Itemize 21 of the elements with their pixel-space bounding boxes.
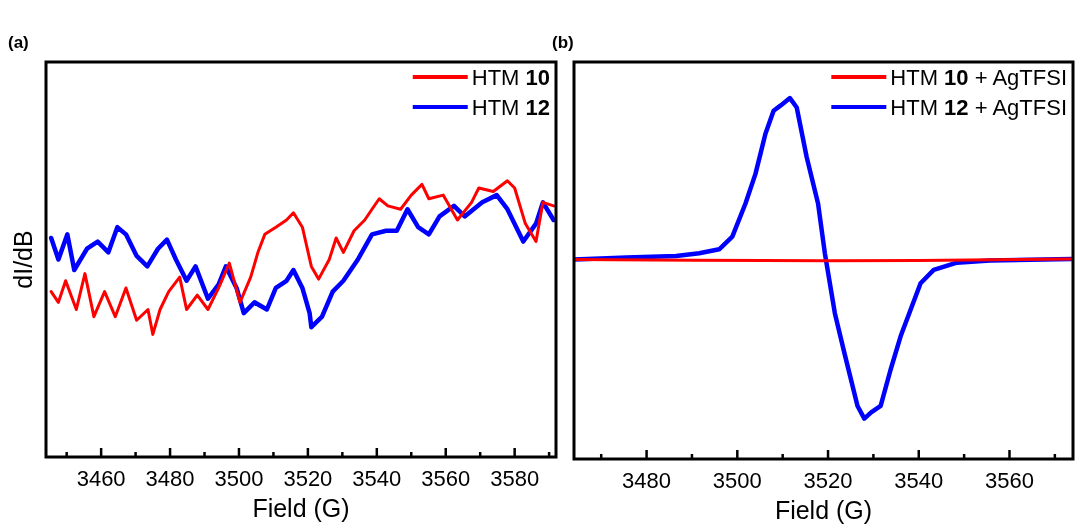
text: (b) bbox=[552, 33, 574, 52]
legend-label: HTM 10 bbox=[471, 65, 550, 90]
y-axis-title: dI/dB bbox=[9, 230, 37, 289]
legend-label: HTM 12 + AgTFSI bbox=[890, 95, 1067, 120]
x-axis-title: Field (G) bbox=[252, 494, 350, 522]
x-tick-label: 3520 bbox=[803, 468, 853, 493]
x-tick-label: 3520 bbox=[283, 466, 333, 491]
x-tick-label: 3480 bbox=[145, 466, 195, 491]
text: (a) bbox=[8, 33, 29, 52]
legend-label: HTM 12 bbox=[471, 95, 550, 120]
x-tick-label: 3460 bbox=[76, 466, 126, 491]
x-tick-label: 3580 bbox=[490, 466, 540, 491]
x-tick-label: 3540 bbox=[894, 468, 944, 493]
x-tick-label: 3540 bbox=[352, 466, 402, 491]
x-tick-label: 3560 bbox=[421, 466, 471, 491]
x-tick-label: 3500 bbox=[214, 466, 264, 491]
legend-label: HTM 10 + AgTFSI bbox=[890, 65, 1067, 90]
x-tick-label: 3480 bbox=[622, 468, 672, 493]
x-tick-label: 3500 bbox=[712, 468, 762, 493]
x-axis-title: Field (G) bbox=[774, 496, 873, 524]
x-tick-label: 3560 bbox=[985, 468, 1034, 493]
